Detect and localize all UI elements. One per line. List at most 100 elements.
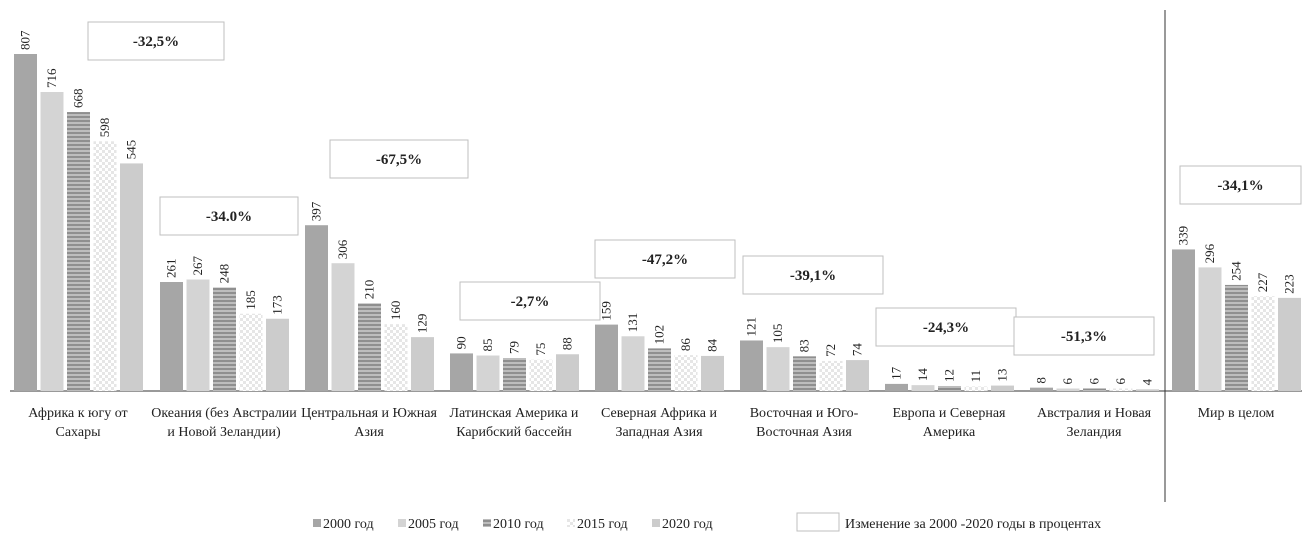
value-label: 248 [217, 264, 232, 284]
value-label: 185 [243, 290, 258, 310]
category-label: Океания (без Австралии и Новой Зеландии) [151, 406, 297, 440]
value-label: 17 [889, 366, 904, 380]
value-label: 254 [1229, 261, 1244, 281]
bar [766, 347, 790, 391]
bar [911, 385, 935, 391]
bar [93, 141, 117, 391]
value-label: 160 [388, 301, 403, 321]
bar [213, 287, 236, 391]
bar [450, 353, 473, 391]
value-label: 807 [18, 30, 33, 50]
bar [358, 303, 381, 391]
value-label: 223 [1282, 274, 1297, 294]
value-label: 4 [1140, 378, 1155, 385]
value-label: 261 [164, 259, 179, 279]
value-label: 105 [770, 324, 785, 344]
bar [938, 385, 961, 391]
legend-swatch [652, 519, 660, 527]
annotation: -34,1% [1217, 178, 1263, 194]
value-label: 668 [71, 89, 86, 109]
bar [595, 324, 618, 391]
legend-label: Изменение за 2000 -2020 годы в процентах [845, 517, 1101, 532]
legend-swatch [398, 519, 406, 527]
value-label: 545 [124, 140, 139, 160]
annotation: -32,5% [133, 34, 179, 50]
category-label: Австралия и Новая Зеландия [1036, 406, 1152, 440]
annotation: -67,5% [376, 152, 422, 168]
bar [964, 386, 988, 391]
value-label: 598 [97, 118, 112, 138]
value-label: 90 [454, 336, 469, 349]
value-label: 227 [1255, 272, 1270, 292]
bar [503, 358, 526, 391]
annotation-box [875, 307, 1017, 347]
value-label: 306 [335, 239, 350, 259]
legend-label: 2005 год [408, 517, 459, 532]
annotation-box [159, 196, 299, 236]
bar [556, 354, 579, 391]
legend-box [796, 512, 840, 532]
bar [674, 355, 698, 391]
annotation: -2,7% [511, 294, 550, 310]
bar [120, 163, 143, 391]
value-label: 72 [823, 344, 838, 357]
bar [1056, 388, 1080, 391]
value-label: 12 [942, 369, 957, 382]
legend-swatch [483, 519, 491, 527]
bar [621, 336, 645, 391]
legend-label: 2015 год [577, 517, 628, 532]
bar [67, 112, 90, 392]
value-label: 102 [652, 325, 667, 345]
value-label: 210 [362, 280, 377, 300]
annotation-box [87, 21, 225, 61]
bar [14, 54, 37, 391]
value-label: 6 [1087, 377, 1102, 384]
value-label: 84 [705, 338, 720, 352]
value-label: 129 [415, 314, 430, 334]
annotation-box [1179, 165, 1302, 205]
value-label: 6 [1113, 377, 1128, 384]
category-label: Латинская Америка и Карибский бассейн [449, 406, 579, 440]
annotation: -47,2% [642, 252, 688, 268]
annotation: -34.0% [206, 209, 252, 225]
value-label: 13 [995, 369, 1010, 382]
bar [991, 385, 1014, 391]
bar [1172, 249, 1195, 391]
bar [819, 360, 843, 391]
value-label: 397 [309, 201, 324, 221]
value-label: 14 [915, 368, 930, 382]
bar [648, 348, 671, 391]
value-label: 88 [560, 337, 575, 350]
value-label: 75 [533, 343, 548, 356]
annotation: -24,3% [923, 320, 969, 336]
annotation: -39,1% [790, 268, 836, 284]
category-label: Африка к югу от Сахары [28, 406, 128, 440]
legend-label: 2020 год [662, 517, 713, 532]
bar [1198, 267, 1222, 391]
category-label: Северная Африка и Западная Азия [600, 406, 718, 440]
bar [186, 279, 210, 391]
value-label: 173 [270, 295, 285, 315]
annotation-box [459, 281, 601, 321]
bar [1030, 387, 1053, 391]
bar [305, 225, 328, 391]
annotation-box [742, 255, 884, 295]
value-label: 296 [1202, 243, 1217, 263]
legend-swatch [567, 519, 575, 527]
bar [1109, 388, 1133, 391]
bar [885, 383, 908, 391]
annotation-box [329, 139, 469, 179]
value-label: 267 [190, 256, 205, 276]
bar [740, 340, 763, 391]
bar [331, 263, 355, 391]
legend-label: 2010 год [493, 517, 544, 532]
bar [529, 359, 553, 391]
bar [239, 313, 263, 391]
value-label: 85 [480, 339, 495, 352]
bar [1225, 284, 1248, 391]
bar [384, 324, 408, 391]
value-label: 74 [850, 343, 865, 357]
bar [1278, 297, 1301, 391]
value-label: 11 [968, 370, 983, 383]
